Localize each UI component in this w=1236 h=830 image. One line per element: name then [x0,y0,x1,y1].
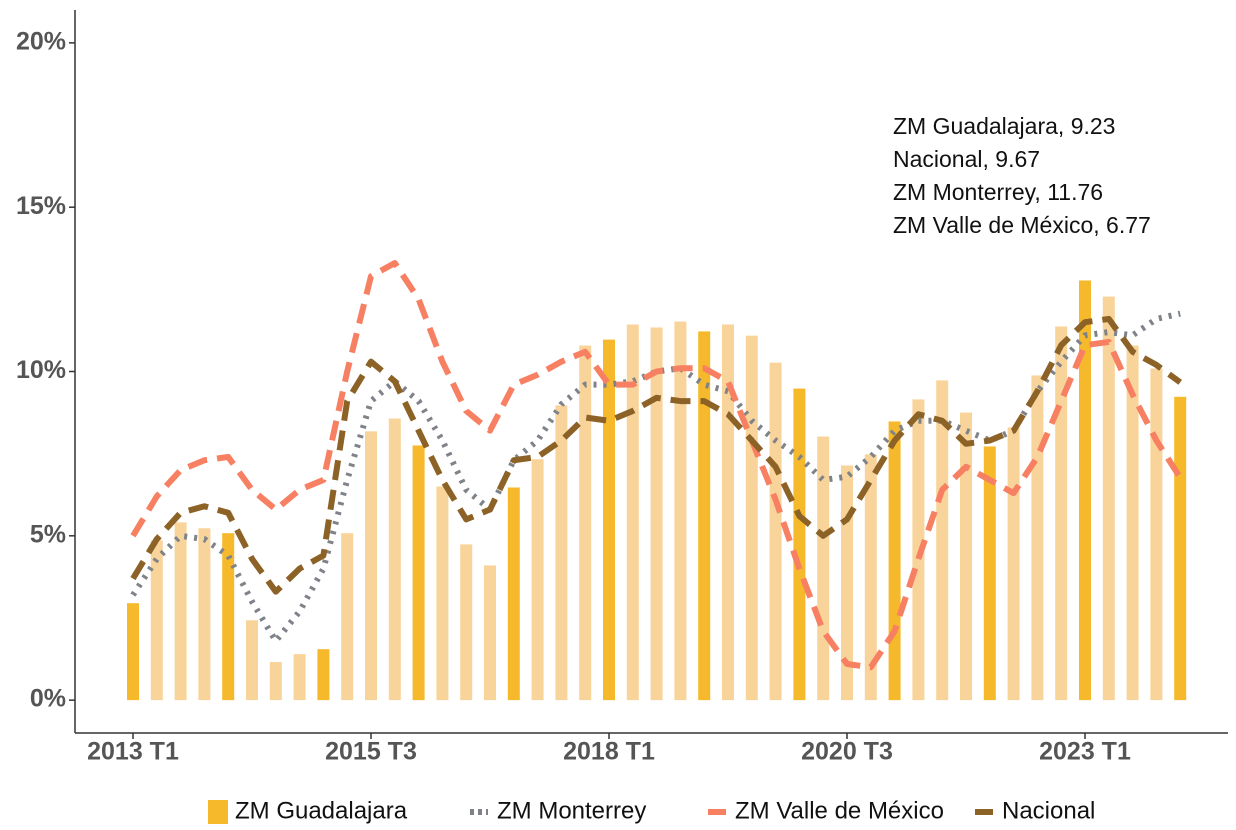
annotation: ZM Guadalajara, 9.23 [893,113,1115,139]
bar [769,362,782,701]
bar [1174,396,1187,701]
legend-swatch [208,800,228,824]
x-tick-label: 2023 T1 [1039,738,1131,766]
y-tick-label: 20% [16,27,66,55]
bar [1031,375,1044,701]
bar [269,662,282,701]
y-tick-label: 0% [30,685,66,713]
x-tick-label: 2020 T3 [801,738,893,766]
bar [745,335,758,701]
bar [150,540,163,701]
bar [174,522,187,701]
bar [293,654,306,701]
bar [412,445,425,701]
legend-label: Nacional [1002,797,1095,824]
line [130,310,1181,644]
x-tick-label: 2018 T1 [563,738,655,766]
bar [722,324,734,701]
line [130,260,1183,671]
bar [650,327,663,701]
bar [626,324,639,701]
bar [864,454,877,701]
bar [484,565,496,701]
bar [460,544,473,701]
bar [936,380,949,701]
bar [983,446,996,701]
bar [603,339,615,701]
bar [436,486,449,701]
annotation: Nacional, 9.67 [893,146,1040,172]
x-tick-label: 2015 T3 [325,738,417,766]
legend-label: ZM Valle de México [735,797,944,824]
bar [674,321,687,701]
bar [1102,296,1115,701]
bar [793,388,806,701]
bar [1055,326,1068,701]
legend-label: ZM Guadalajara [235,797,408,824]
bar [246,620,258,701]
bar [507,487,520,701]
legend-label: ZM Monterrey [497,797,646,824]
bar [531,459,544,701]
annotation: ZM Valle de México, 6.77 [893,212,1151,238]
line [130,315,1182,595]
bar [222,533,235,701]
bar [960,412,972,701]
y-tick-label: 15% [16,192,66,220]
bar [341,533,354,701]
y-tick-label: 10% [16,356,66,384]
bar [317,649,330,701]
bar [888,421,901,701]
bar [198,528,211,701]
bar [1079,280,1091,701]
bar [127,603,139,701]
bar [1007,427,1020,701]
bar [1150,368,1163,701]
bar [698,331,711,701]
x-tick-label: 2013 T1 [87,738,179,766]
bar [388,418,401,701]
bar [365,431,377,701]
bar [579,345,592,701]
y-tick-label: 5% [30,520,66,548]
annotation: ZM Monterrey, 11.76 [893,179,1103,205]
bar [1126,345,1139,701]
bar [555,405,568,701]
